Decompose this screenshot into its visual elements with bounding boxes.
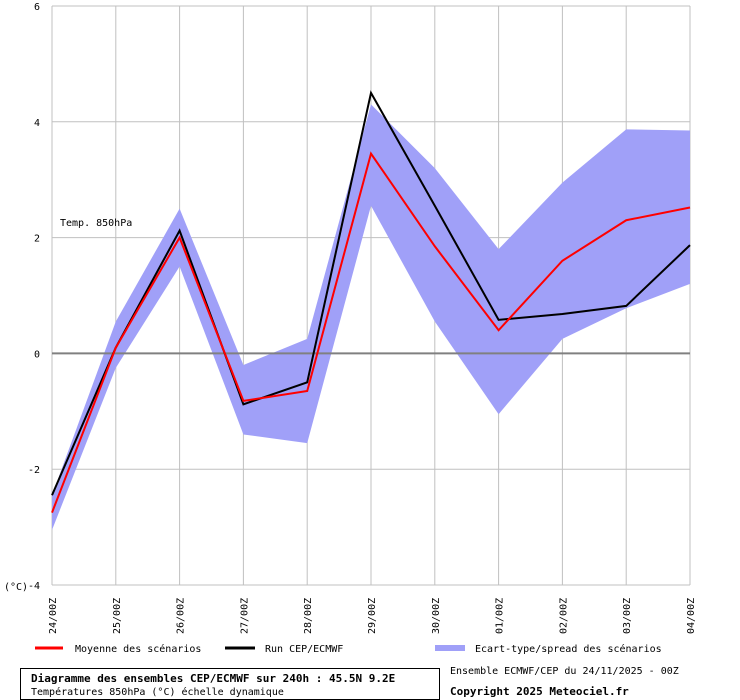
ensemble-chart: -2 0 2 4 6 -4 24/00Z 25/00Z 26/00Z 27/00Z 28/00Z 29… (4, 2, 697, 655)
x-tick-label: 30/00Z (431, 598, 442, 634)
y-tick-label: 6 (34, 2, 40, 13)
legend-spread-swatch (435, 645, 465, 651)
mean-series-line (51, 151, 691, 513)
legend-spread-label: Ecart-type/spread des scénarios (475, 643, 662, 655)
series-lines-layer (51, 90, 691, 513)
legend-mean-label: Moyenne des scénarios (75, 643, 201, 655)
chart-title: Diagramme des ensembles CEP/ECMWF sur 24… (31, 672, 396, 685)
y-tick-label: 4 (34, 118, 40, 129)
chart-annotation: Temp. 850hPa (60, 218, 132, 229)
x-tick-label: 01/00Z (495, 598, 506, 634)
x-tick-label: 29/00Z (367, 598, 378, 634)
axis-labels-layer: -2 0 2 4 6 -4 24/00Z 25/00Z 26/00Z 27/00Z 28/00Z 29… (28, 2, 697, 634)
spread-band-layer (52, 104, 690, 530)
run-series-line (51, 90, 691, 496)
run-info: Ensemble ECMWF/CEP du 24/11/2025 - 00Z (450, 666, 679, 677)
x-tick-label: 26/00Z (176, 598, 187, 634)
y-tick-label: 2 (34, 234, 40, 245)
legend: Moyenne des scénarios Run CEP/ECMWF Ecart-… (35, 643, 662, 655)
y-tick-label: -2 (28, 465, 40, 476)
x-tick-label: 02/00Z (558, 598, 569, 634)
x-tick-label: 28/00Z (303, 598, 314, 634)
chart-subtitle: Températures 850hPa (°C) échelle dynamiq… (31, 687, 284, 698)
x-tick-label: 04/00Z (686, 598, 697, 634)
legend-run-label: Run CEP/ECMWF (265, 644, 343, 655)
copyright: Copyright 2025 Meteociel.fr (450, 685, 629, 698)
x-tick-label: 27/00Z (239, 598, 250, 634)
chart-info-box: Diagramme des ensembles CEP/ECMWF sur 24… (20, 668, 440, 700)
y-tick-label: 0 (34, 349, 40, 360)
x-tick-label: 24/00Z (48, 598, 59, 634)
y-tick-label: -4 (28, 581, 40, 592)
x-tick-label: 03/00Z (622, 598, 633, 634)
y-axis-unit-label: (°C) (4, 582, 28, 593)
x-tick-label: 25/00Z (112, 598, 123, 634)
spread-band (52, 104, 690, 530)
